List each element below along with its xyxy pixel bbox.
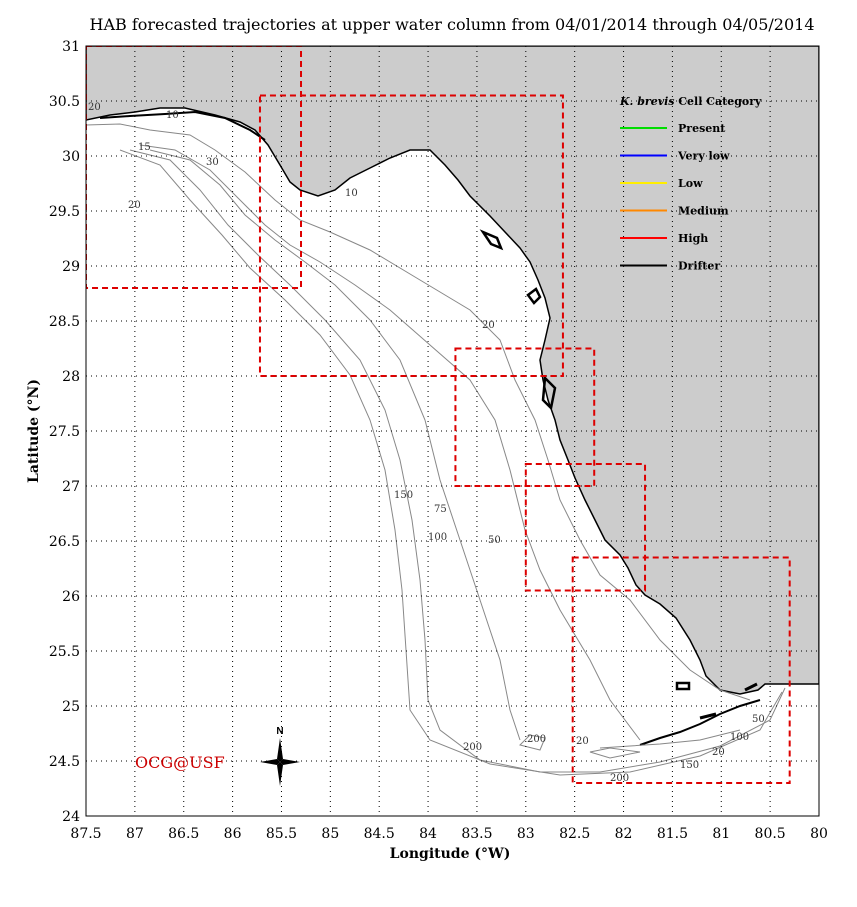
y-tick-label: 26 (62, 589, 80, 605)
x-tick-label: 85 (321, 826, 339, 842)
svg-text:150: 150 (680, 760, 699, 771)
svg-text:100: 100 (730, 732, 749, 743)
land-mass (86, 46, 819, 695)
y-tick-label: 24 (62, 809, 80, 825)
svg-text:20: 20 (482, 320, 495, 331)
forecast-box (454, 347, 596, 487)
y-tick-label: 27 (62, 479, 80, 495)
svg-text:50: 50 (488, 535, 501, 546)
forecast-box (524, 463, 647, 592)
forecast-box (86, 46, 303, 289)
svg-text:20: 20 (88, 102, 101, 113)
y-tick-label: 27.5 (49, 424, 80, 440)
svg-text:50: 50 (752, 714, 765, 725)
legend-title-species: K. brevis (619, 95, 674, 108)
svg-text:200: 200 (527, 734, 546, 745)
contour-labels: 20 10 15 20 30 20 75 50 100 150 200 200 … (88, 102, 765, 784)
x-tick-label: 86.5 (168, 826, 199, 842)
x-tick-label: 85.5 (266, 826, 297, 842)
x-tick-label: 81.5 (657, 826, 688, 842)
x-tick-label: 80 (810, 826, 828, 842)
svg-text:150: 150 (394, 490, 413, 501)
legend-label: High (678, 232, 708, 245)
y-tick-label: 29.5 (49, 204, 80, 220)
svg-text:200: 200 (610, 773, 629, 784)
x-tick-label: 80.5 (755, 826, 786, 842)
y-tick-label: 29 (62, 259, 80, 275)
y-tick-label: 31 (62, 39, 80, 55)
x-tick-label: 83 (517, 826, 535, 842)
legend-label: Very low (677, 150, 730, 163)
x-axis-label: Longitude (°W) (390, 846, 511, 862)
plot-frame (85, 45, 820, 817)
x-tick-label: 83.5 (461, 826, 492, 842)
y-tick-label: 30 (62, 149, 80, 165)
y-axis-label: Latitude (°N) (26, 379, 42, 483)
x-tick-label: 86 (224, 826, 242, 842)
svg-text:20: 20 (128, 200, 141, 211)
y-tick-label: 25.5 (49, 644, 80, 660)
svg-text:10: 10 (345, 188, 358, 199)
plot-area: 20 10 15 20 30 20 75 50 100 150 200 200 … (86, 46, 819, 816)
compass-rose-icon: N (260, 726, 300, 786)
legend-title-rest: Cell Category (674, 95, 762, 108)
svg-text:100: 100 (428, 532, 447, 543)
svg-text:10: 10 (166, 110, 179, 121)
svg-text:75: 75 (434, 504, 447, 515)
legend-label: Medium (678, 205, 729, 218)
credit-label: OCG@USF (135, 753, 225, 772)
svg-text:15: 15 (138, 142, 151, 153)
legend-label: Drifter (678, 260, 720, 273)
x-tick-label: 87.5 (70, 826, 101, 842)
y-tick-label: 30.5 (49, 94, 80, 110)
isobath-contours (86, 123, 786, 776)
legend-label: Present (678, 122, 726, 135)
legend-label: Low (678, 177, 703, 190)
x-tick-label: 87 (126, 826, 144, 842)
map-title: HAB forecasted trajectories at upper wat… (90, 15, 815, 34)
x-tick-label: 81 (712, 826, 730, 842)
compass-north-label: N (276, 726, 283, 737)
y-tick-label: 28.5 (49, 314, 80, 330)
x-tick-labels: 87.5 87 86.5 86 85.5 85 84.5 84 83.5 83 82.5 82 81.5… (70, 826, 828, 842)
x-tick-label: 84.5 (364, 826, 395, 842)
forecast-boxes (86, 46, 791, 784)
forecast-box (258, 94, 564, 377)
legend-title: K. brevis Cell Category (619, 95, 762, 108)
legend-items: Present Very low Low Medium High Drifter (620, 122, 730, 273)
forecast-box (571, 556, 791, 784)
svg-text:20: 20 (712, 747, 725, 758)
y-tick-labels: 31 30.5 30 29.5 29 28.5 28 27.5 27 26.5 26 25.5 25 24… (49, 39, 80, 825)
x-tick-label: 84 (419, 826, 437, 842)
legend: K. brevis Cell Category Present Very low L… (619, 95, 762, 273)
y-tick-label: 25 (62, 699, 80, 715)
x-tick-label: 82 (615, 826, 633, 842)
y-tick-label: 24.5 (49, 754, 80, 770)
svg-text:30: 30 (206, 157, 219, 168)
svg-text:20: 20 (576, 736, 589, 747)
svg-text:200: 200 (463, 742, 482, 753)
y-tick-label: 28 (62, 369, 80, 385)
x-tick-label: 82.5 (559, 826, 590, 842)
y-tick-label: 26.5 (49, 534, 80, 550)
grid-lines (86, 46, 819, 816)
